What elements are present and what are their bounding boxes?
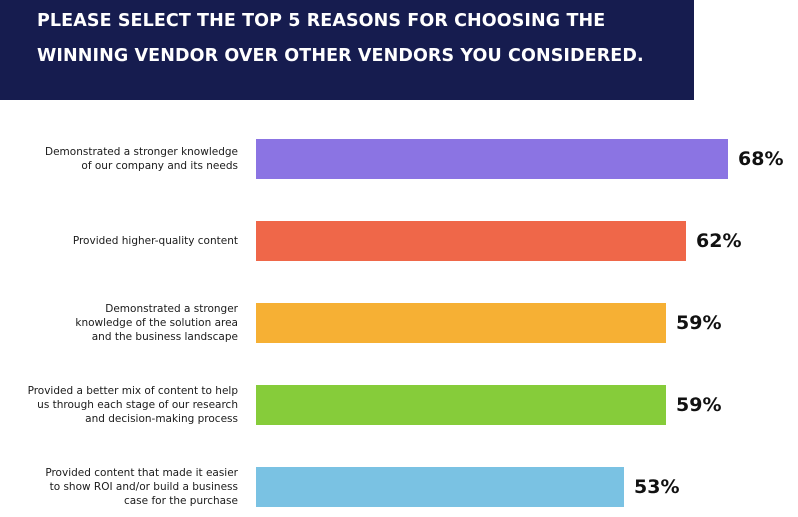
category-label-line: to show ROI and/or build a business xyxy=(49,481,238,493)
value-label: 59% xyxy=(676,312,722,334)
category-label: Demonstrated a stronger knowledge of the … xyxy=(8,302,238,344)
category-label-line: us through each stage of our research xyxy=(37,399,238,411)
bar xyxy=(256,139,728,179)
category-label: Provided a better mix of content to help… xyxy=(8,384,238,426)
category-label-line: and the business landscape xyxy=(91,331,238,343)
bar xyxy=(256,467,624,507)
value-label: 68% xyxy=(738,148,784,170)
category-label-line: knowledge of the solution area xyxy=(75,317,238,329)
chart-title-line-1: PLEASE SELECT THE TOP 5 REASONS FOR CHOO… xyxy=(37,11,606,31)
value-label: 53% xyxy=(634,476,680,498)
category-label-line: Provided content that made it easier xyxy=(45,467,238,479)
chart-title-banner: PLEASE SELECT THE TOP 5 REASONS FOR CHOO… xyxy=(0,0,694,100)
bar xyxy=(256,385,666,425)
category-label-line: and decision-making process xyxy=(85,413,238,425)
category-label: Provided higher-quality content xyxy=(8,234,238,248)
bar xyxy=(256,303,666,343)
category-label-line: Demonstrated a stronger knowledge xyxy=(45,146,238,158)
category-label-line: case for the purchase xyxy=(123,495,238,507)
category-label-line: Provided a better mix of content to help xyxy=(27,385,238,397)
category-label-line: Provided higher-quality content xyxy=(72,235,238,247)
value-label: 59% xyxy=(676,394,722,416)
category-label-line: of our company and its needs xyxy=(81,160,238,172)
chart-title-line-2: WINNING VENDOR OVER OTHER VENDORS YOU CO… xyxy=(37,46,644,66)
bar xyxy=(256,221,686,261)
category-label-line: Demonstrated a stronger xyxy=(105,303,238,315)
category-label: Provided content that made it easier to s… xyxy=(8,466,238,508)
value-label: 62% xyxy=(696,230,742,252)
category-label: Demonstrated a stronger knowledge of our … xyxy=(8,145,238,173)
